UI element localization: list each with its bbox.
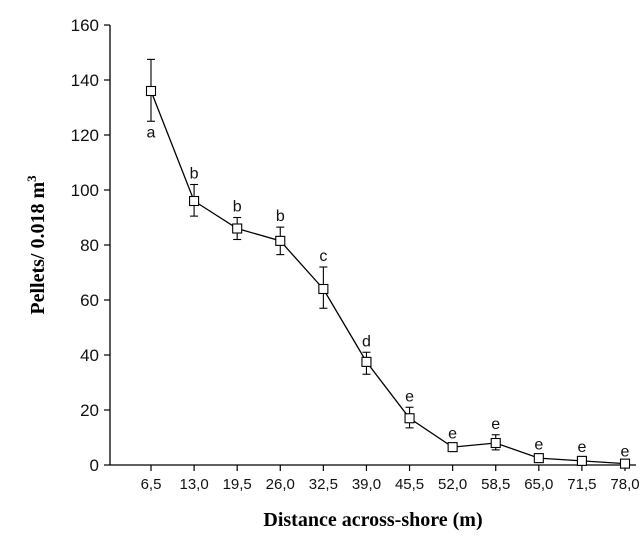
y-tick-label: 120 — [71, 126, 99, 145]
x-tick-label: 32,5 — [309, 476, 338, 493]
data-point-marker — [275, 235, 286, 246]
y-tick-label: 160 — [71, 16, 99, 35]
significance-letter: a — [147, 124, 156, 141]
significance-letter: c — [319, 248, 327, 265]
significance-letter: e — [534, 436, 543, 453]
significance-letter: d — [362, 333, 371, 350]
significance-letter: e — [577, 439, 586, 456]
significance-letter: e — [621, 443, 630, 460]
data-point-marker — [533, 453, 544, 464]
y-ticks: 0 20 40 60 80 100 120 140 160 — [71, 16, 110, 475]
x-axis-title: Distance across-shore (m) — [263, 509, 482, 531]
y-tick-label: 140 — [71, 71, 99, 90]
data-point-marker — [318, 283, 329, 295]
y-tick-label: 20 — [80, 401, 99, 420]
x-tick-label: 19,5 — [223, 476, 252, 493]
significance-letter: e — [448, 425, 457, 442]
axes — [109, 25, 636, 466]
x-ticks: 6,5 13,0 19,5 26,0 32,5 39,0 45,5 52,0 58,5 65,0 7… — [141, 465, 640, 493]
x-tick-label: 26,0 — [266, 476, 295, 493]
x-tick-label: 6,5 — [141, 476, 162, 493]
significance-letter: e — [491, 416, 500, 433]
significance-letter: e — [405, 388, 414, 405]
y-tick-label: 100 — [71, 181, 99, 200]
significance-letter: b — [276, 208, 285, 225]
data-point-marker — [404, 413, 415, 424]
data-point-marker — [490, 437, 501, 449]
series-line — [150, 90, 626, 465]
y-tick-label: 0 — [90, 456, 99, 475]
significance-letters: a b b b c d e e e e e e — [147, 124, 630, 460]
data-point-marker — [447, 442, 458, 453]
x-tick-label: 39,0 — [352, 476, 381, 493]
data-series — [145, 58, 631, 469]
x-tick-label: 45,5 — [395, 476, 424, 493]
data-point-marker — [145, 85, 157, 97]
significance-letter: b — [190, 166, 199, 183]
x-tick-label: 58,5 — [481, 476, 510, 493]
x-tick-label: 13,0 — [179, 476, 208, 493]
y-axis-title-main: Pellets/ 0.018 m — [27, 182, 49, 315]
data-point-marker — [189, 195, 200, 207]
x-tick-label: 52,0 — [438, 476, 467, 493]
data-point-marker — [576, 455, 587, 466]
y-axis-title-superscript: 3 — [24, 175, 39, 182]
data-point-marker — [232, 223, 243, 234]
data-point-marker — [619, 458, 631, 469]
y-tick-label: 60 — [80, 291, 99, 310]
data-point-marker — [361, 356, 372, 367]
x-tick-label: 65,0 — [524, 476, 553, 493]
x-tick-label: 71,5 — [567, 476, 596, 493]
significance-letter: b — [233, 199, 242, 216]
x-tick-label: 78,0 — [610, 476, 639, 493]
y-axis-title: Pellets/ 0.018 m3 — [24, 175, 49, 315]
y-tick-label: 40 — [80, 346, 99, 365]
y-tick-label: 80 — [80, 236, 99, 255]
